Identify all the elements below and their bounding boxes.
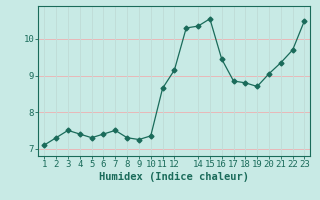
X-axis label: Humidex (Indice chaleur): Humidex (Indice chaleur) <box>100 172 249 182</box>
